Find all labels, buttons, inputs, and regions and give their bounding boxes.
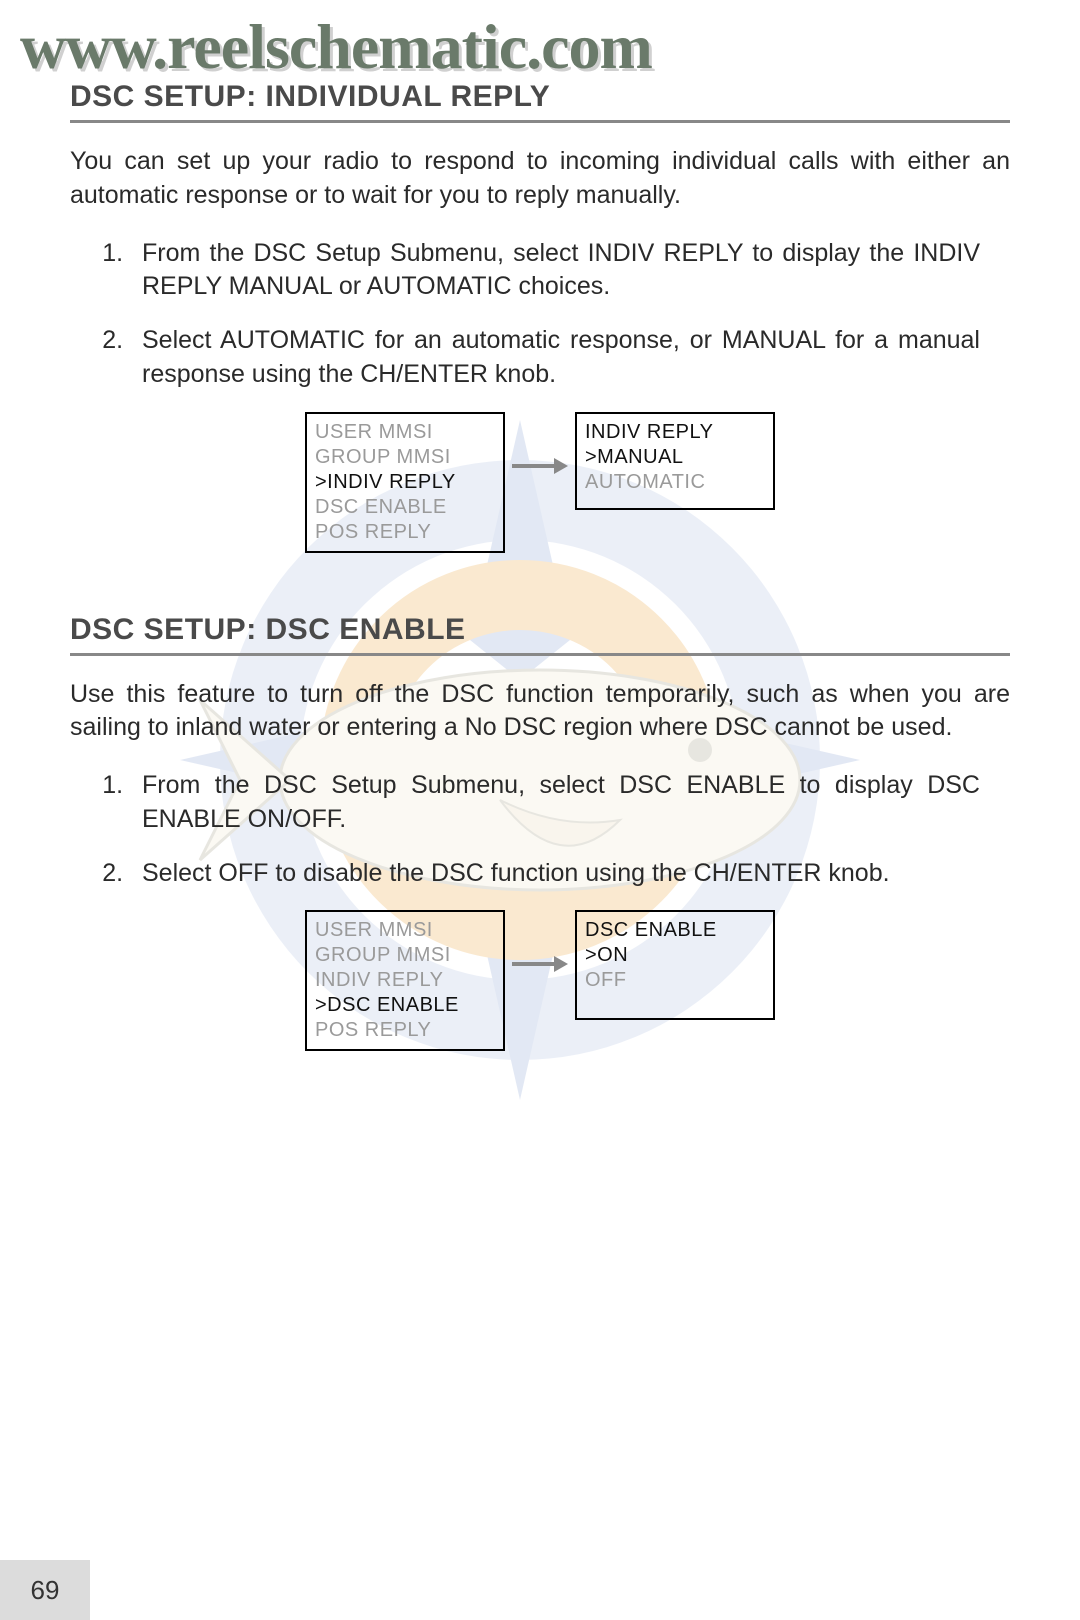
menu-box-right-2: DSC ENABLE>ONOFF xyxy=(575,910,775,1020)
section1-diagram: USER MMSIGROUP MMSI>INDIV REPLYDSC ENABL… xyxy=(70,412,1010,553)
menu-line: >INDIV REPLY xyxy=(315,470,491,495)
menu-line: GROUP MMSI xyxy=(315,943,491,968)
section1-step-2: Select AUTOMATIC for an automatic respon… xyxy=(130,324,980,392)
section1-intro: You can set up your radio to respond to … xyxy=(70,145,1010,213)
section2-diagram: USER MMSIGROUP MMSIINDIV REPLY>DSC ENABL… xyxy=(70,910,1010,1051)
section1-steps: From the DSC Setup Submenu, select INDIV… xyxy=(130,237,1010,392)
menu-line: INDIV REPLY xyxy=(315,968,491,993)
section2-intro: Use this feature to turn off the DSC fun… xyxy=(70,678,1010,746)
menu-line: POS REPLY xyxy=(315,1018,491,1043)
menu-line: GROUP MMSI xyxy=(315,445,491,470)
menu-line: DSC ENABLE xyxy=(585,918,761,943)
menu-line: DSC ENABLE xyxy=(315,495,491,520)
menu-line: OFF xyxy=(585,968,761,993)
section2-title: DSC SETUP: DSC ENABLE xyxy=(70,613,1010,656)
section1-title: DSC SETUP: INDIVIDUAL REPLY xyxy=(70,80,1010,123)
menu-box-left-1: USER MMSIGROUP MMSI>INDIV REPLYDSC ENABL… xyxy=(305,412,505,553)
menu-line: INDIV REPLY xyxy=(585,420,761,445)
watermark-url: www.reelschematic.com xyxy=(20,10,652,84)
arrow-icon xyxy=(505,412,575,478)
menu-box-right-1: INDIV REPLY>MANUALAUTOMATIC xyxy=(575,412,775,510)
menu-line: >MANUAL xyxy=(585,445,761,470)
menu-box-left-2: USER MMSIGROUP MMSIINDIV REPLY>DSC ENABL… xyxy=(305,910,505,1051)
section2-step-1: From the DSC Setup Submenu, select DSC E… xyxy=(130,769,980,837)
menu-line: >DSC ENABLE xyxy=(315,993,491,1018)
section2-steps: From the DSC Setup Submenu, select DSC E… xyxy=(130,769,1010,890)
page-number: 69 xyxy=(0,1560,90,1620)
menu-line: USER MMSI xyxy=(315,918,491,943)
menu-line: POS REPLY xyxy=(315,520,491,545)
menu-line: >ON xyxy=(585,943,761,968)
menu-line: AUTOMATIC xyxy=(585,470,761,495)
arrow-icon xyxy=(505,910,575,976)
section2-step-2: Select OFF to disable the DSC function u… xyxy=(130,857,980,891)
section1-step-1: From the DSC Setup Submenu, select INDIV… xyxy=(130,237,980,305)
menu-line: USER MMSI xyxy=(315,420,491,445)
